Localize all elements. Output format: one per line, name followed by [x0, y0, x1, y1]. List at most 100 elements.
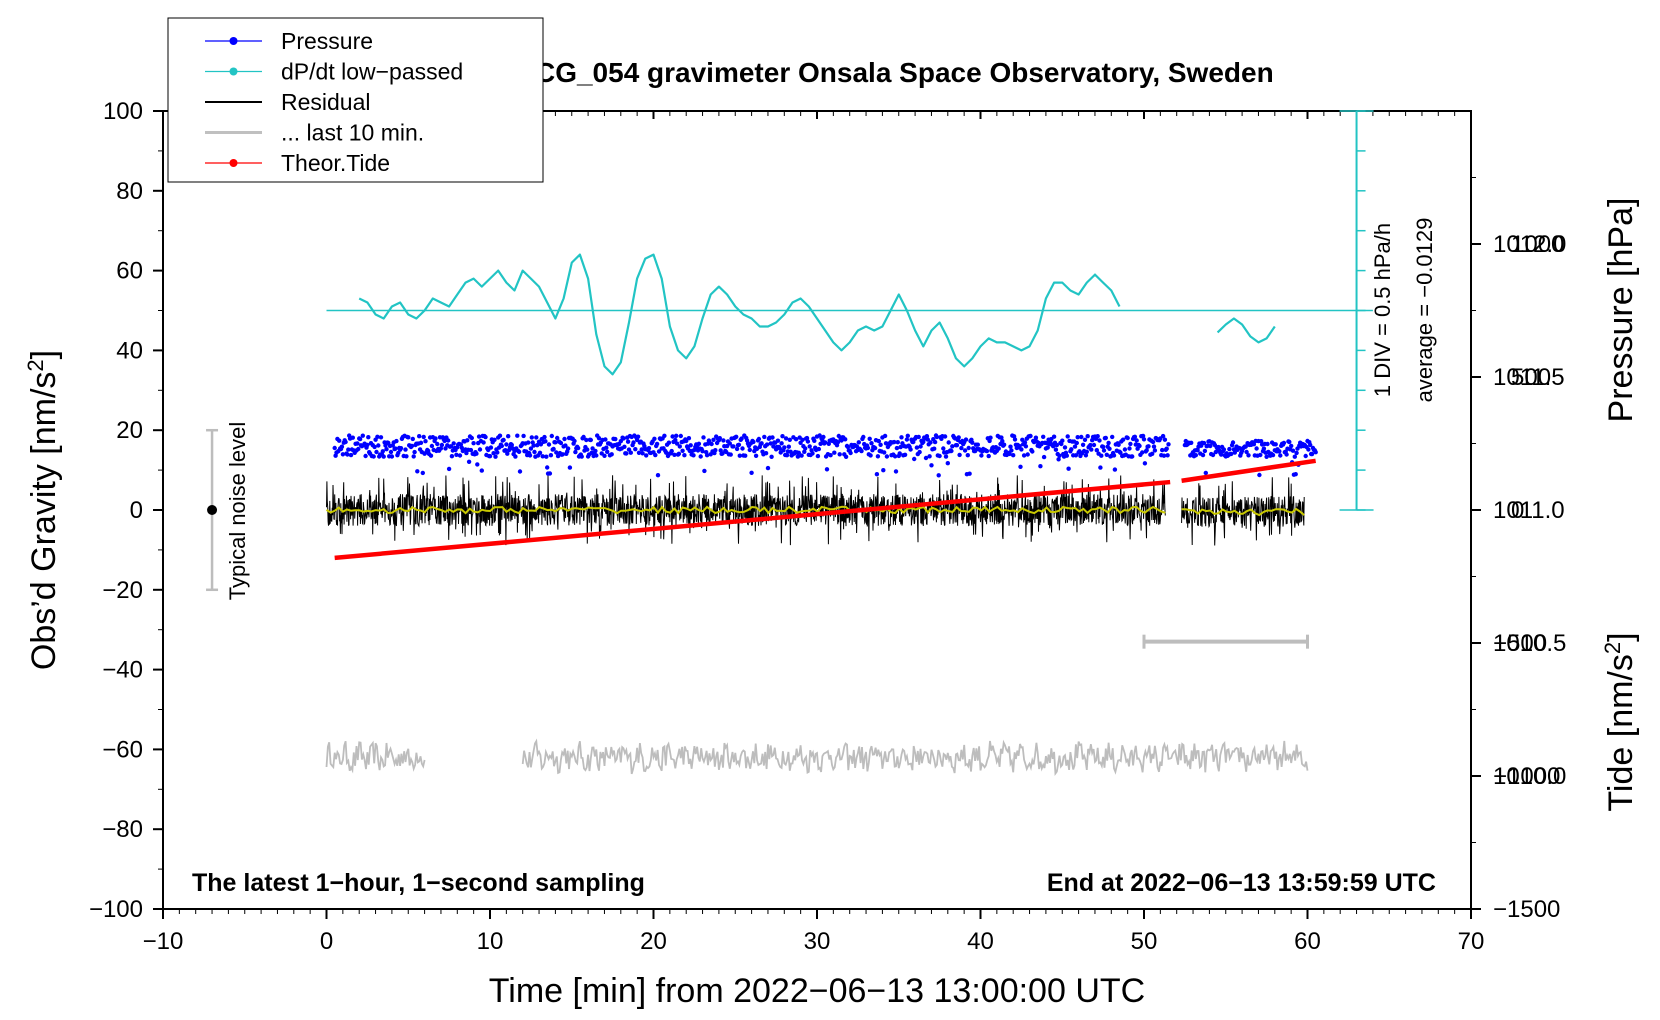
pressure-point [751, 439, 756, 445]
pressure-point [343, 439, 348, 445]
pressure-point [1152, 448, 1158, 453]
x-tick-label: 20 [640, 928, 667, 955]
pressure-point [1059, 441, 1064, 447]
pressure-point [363, 453, 368, 459]
y-tick-label: −80 [102, 816, 143, 843]
pressure-point [923, 455, 929, 461]
pressure-point [1041, 434, 1046, 439]
pressure-point [1246, 453, 1251, 458]
pressure-point [1084, 449, 1090, 454]
pressure-point [1038, 464, 1043, 469]
pressure-point [409, 443, 415, 449]
pressure-point [771, 444, 776, 449]
pressure-point [962, 448, 968, 453]
pressure-point [609, 452, 614, 457]
pressure-point [529, 435, 534, 440]
pressure-point [1069, 447, 1074, 452]
pressure-point [521, 433, 526, 439]
y-axis-title-left-sup: 2 [23, 359, 48, 371]
pressure-point [823, 440, 828, 445]
pressure-point [388, 449, 394, 455]
pressure-point [1106, 440, 1111, 446]
pressure-point [780, 434, 785, 439]
pressure-point [975, 442, 980, 447]
pressure-point [433, 436, 438, 441]
pressure-point [882, 433, 888, 439]
pressure-point [1284, 452, 1289, 457]
pressure-point [911, 439, 916, 445]
x-tick-label: 70 [1458, 928, 1485, 955]
pressure-point [779, 441, 784, 446]
pressure-point [567, 465, 573, 470]
pressure-point [421, 434, 426, 440]
pressure-point [446, 438, 451, 443]
pressure-point [845, 444, 851, 450]
pressure-point [474, 451, 479, 456]
pressure-point [376, 443, 381, 448]
pressure-point [555, 435, 560, 441]
pressure-point [475, 462, 480, 467]
pressure-point [786, 444, 791, 449]
pressure-point [711, 437, 716, 442]
pressure-point [1120, 437, 1126, 442]
pressure-point [1017, 443, 1022, 449]
chart-title: SCG_054 gravimeter Onsala Space Observat… [516, 57, 1273, 88]
pressure-point [546, 442, 552, 447]
pressure-point [356, 446, 361, 452]
pressure-point [471, 441, 476, 446]
pressure-point [1089, 447, 1094, 452]
pressure-point [768, 441, 773, 446]
tide-tick-label: −1500 [1493, 896, 1560, 923]
pressure-point [1103, 435, 1109, 441]
pressure-point [1309, 451, 1315, 457]
pressure-point [713, 448, 718, 453]
pressure-point [756, 436, 762, 442]
pressure-point [652, 436, 657, 441]
pressure-point [1306, 447, 1311, 452]
pressure-point [481, 440, 486, 445]
legend-label: Pressure [281, 28, 373, 54]
pressure-point [905, 433, 910, 438]
pressure-point [1100, 444, 1106, 449]
pressure-point [1030, 449, 1035, 454]
pressure-point [1195, 448, 1200, 453]
pressure-point [360, 433, 365, 438]
pressure-point [762, 434, 767, 440]
y-tick-label: 100 [103, 98, 143, 125]
pressure-point [492, 437, 497, 442]
pressure-point [517, 469, 523, 474]
pressure-point [509, 442, 514, 448]
pressure-point [1118, 450, 1123, 455]
pressure-point [435, 441, 440, 447]
pressure-point [644, 453, 649, 458]
pressure-point [807, 444, 812, 449]
pressure-point [731, 444, 736, 449]
pressure-point [800, 437, 805, 442]
pressure-point [429, 443, 435, 449]
pressure-point [696, 441, 702, 446]
pressure-point [1229, 451, 1234, 457]
pressure-point [899, 435, 904, 440]
pressure-point [669, 448, 674, 454]
pressure-point [621, 436, 626, 441]
pressure-point [1022, 440, 1028, 445]
pressure-point [881, 468, 886, 473]
pressure-point [1270, 452, 1276, 458]
pressure-point [1289, 443, 1294, 449]
legend: Pressure dP/dt low−passed Residual ... last… [167, 17, 544, 183]
pressure-point [505, 451, 510, 456]
pressure-point [869, 441, 874, 446]
pressure-point [924, 434, 930, 439]
pressure-point [720, 451, 725, 456]
pressure-point [540, 454, 545, 459]
pressure-point [867, 436, 872, 441]
pressure-point [350, 435, 355, 440]
residual-smoothed-line [325, 505, 1166, 515]
tide-tick-label: 500 [1511, 364, 1551, 391]
pressure-point [554, 450, 559, 455]
pressure-point [1001, 442, 1007, 447]
pressure-point [654, 441, 660, 447]
pressure-point [943, 454, 949, 459]
pressure-point [691, 453, 696, 458]
pressure-point [988, 435, 993, 440]
